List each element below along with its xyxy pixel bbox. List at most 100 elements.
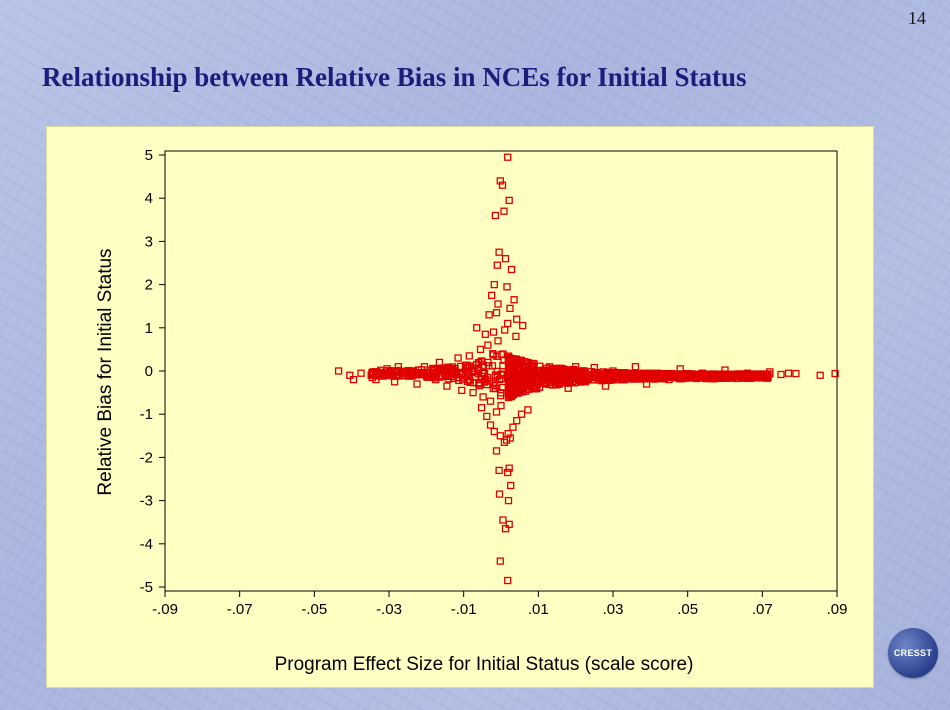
data-point <box>481 330 489 338</box>
data-point <box>349 375 358 384</box>
data-point <box>578 371 587 379</box>
y-tick-label: -4 <box>140 536 153 553</box>
data-point <box>585 375 593 383</box>
data-point <box>464 368 472 377</box>
data-point <box>504 367 513 376</box>
data-point <box>504 319 512 328</box>
data-point <box>357 369 365 377</box>
data-point <box>492 447 501 455</box>
data-point <box>509 379 517 387</box>
y-tick-label: 0 <box>145 363 153 380</box>
data-point <box>375 372 383 380</box>
data-point <box>498 181 507 189</box>
x-tick-label: -.09 <box>152 601 178 618</box>
data-point <box>499 516 507 524</box>
x-tick-label: .09 <box>827 601 848 618</box>
y-tick-label: 1 <box>145 320 153 337</box>
data-point <box>443 382 451 390</box>
y-tick-label: -1 <box>140 406 153 423</box>
data-point <box>504 153 512 161</box>
data-point <box>435 358 444 367</box>
data-point <box>687 373 695 382</box>
data-point <box>495 466 503 475</box>
slide-title: Relationship between Relative Bias in NC… <box>42 62 747 92</box>
page-number: 14 <box>908 8 926 28</box>
cresst-logo: CRESST <box>888 628 938 678</box>
data-point <box>495 375 504 384</box>
data-point <box>490 427 498 436</box>
data-point <box>517 410 526 418</box>
x-tick-label: .07 <box>752 601 773 618</box>
chart-panel: -.09 -.07 -.05 -.03 -.01 .01 .03 .05 .07 .09 5 4 3 2… <box>46 126 874 688</box>
data-point <box>504 468 512 477</box>
data-point <box>547 378 555 386</box>
data-point <box>504 429 512 438</box>
x-tick-label: -.01 <box>451 601 477 618</box>
data-point <box>492 309 501 317</box>
cresst-logo-text: CRESST <box>893 648 933 658</box>
data-point <box>661 371 670 379</box>
data-point <box>495 490 504 498</box>
data-point <box>635 370 643 379</box>
data-point <box>497 401 505 410</box>
x-tick-label: .05 <box>677 601 698 618</box>
data-point <box>532 384 540 392</box>
data-point <box>485 311 493 319</box>
data-point <box>437 367 445 375</box>
data-point <box>465 352 473 360</box>
data-point <box>524 406 532 414</box>
data-point <box>475 359 483 367</box>
data-point <box>476 345 485 354</box>
data-point <box>831 369 839 378</box>
data-point <box>423 373 431 381</box>
data-point <box>816 371 824 379</box>
data-point <box>505 520 513 529</box>
data-point <box>496 432 504 440</box>
data-point <box>500 438 509 446</box>
data-point <box>503 283 511 291</box>
data-point <box>718 373 726 381</box>
data-point <box>477 404 486 412</box>
data-point <box>486 397 495 405</box>
data-point <box>429 365 437 373</box>
data-point <box>499 383 507 392</box>
y-tick-label: 2 <box>145 277 153 294</box>
data-point <box>501 525 510 533</box>
data-point <box>702 374 710 382</box>
data-point <box>612 373 620 382</box>
data-point <box>465 376 473 384</box>
data-point <box>489 328 498 336</box>
data-point <box>510 363 518 372</box>
data-point <box>506 387 514 395</box>
data-point <box>495 248 503 256</box>
data-point <box>519 321 527 330</box>
data-point <box>501 255 510 263</box>
data-point <box>750 373 758 381</box>
data-point <box>494 300 502 308</box>
data-point <box>533 384 541 393</box>
data-point <box>497 389 505 397</box>
data-point <box>424 371 432 380</box>
data-point <box>564 368 572 376</box>
data-point <box>494 337 502 345</box>
data-point <box>414 366 422 374</box>
data-point <box>454 354 462 362</box>
data-point <box>499 361 507 370</box>
data-point <box>507 265 516 274</box>
y-tick-label: 5 <box>145 147 153 164</box>
data-point <box>540 379 548 387</box>
data-point <box>501 326 509 334</box>
data-point <box>488 291 496 300</box>
data-point <box>496 177 504 185</box>
data-point <box>334 367 343 375</box>
data-point <box>709 370 718 378</box>
data-point <box>483 412 491 421</box>
data-point <box>556 373 564 381</box>
data-point <box>759 371 767 379</box>
data-point <box>612 369 620 377</box>
x-tick-label: .01 <box>528 601 549 618</box>
data-point <box>505 196 513 205</box>
y-tick-label: -2 <box>140 449 153 466</box>
data-point <box>479 393 487 401</box>
data-point <box>508 354 517 363</box>
